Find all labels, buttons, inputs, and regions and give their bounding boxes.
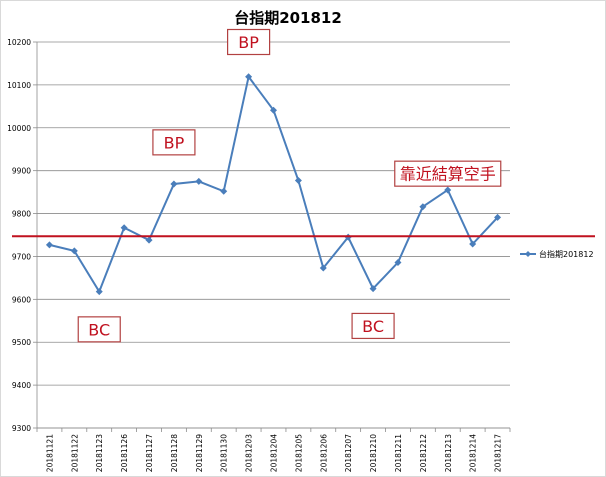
x-tick-label: 20181211	[394, 434, 403, 472]
x-tick-label: 20181207	[344, 434, 353, 472]
x-tick-label: 20181214	[469, 434, 478, 472]
y-tick-label: 10100	[7, 81, 31, 90]
y-tick-label: 9500	[12, 338, 31, 347]
data-point	[245, 73, 253, 81]
y-tick-label: 9900	[12, 167, 31, 176]
annotations: BP BP BC BC 靠近結算空手	[77, 28, 502, 343]
legend-label: 台指期201812	[539, 249, 594, 259]
x-axis-ticks: 20181121 20181122 20181123 20181126 20181127…	[45, 434, 502, 472]
data-point	[394, 258, 402, 266]
data-point	[70, 247, 78, 255]
y-tick-label: 10000	[7, 124, 31, 133]
legend: 台指期201812	[520, 249, 594, 259]
x-tick-label: 20181126	[120, 434, 129, 472]
y-tick-label: 9300	[12, 424, 31, 433]
data-point	[145, 236, 153, 244]
data-point	[469, 240, 477, 248]
y-tick-label: 9700	[12, 252, 31, 261]
legend-marker	[525, 251, 531, 257]
annotation-box	[77, 316, 121, 343]
x-tick-label: 20181203	[245, 434, 254, 472]
data-point	[270, 106, 277, 114]
annotation-label: 靠近結算空手	[400, 165, 496, 184]
data-point	[444, 186, 452, 194]
data-point	[195, 177, 203, 185]
data-point	[95, 288, 103, 296]
x-tick-label: 20181210	[369, 434, 378, 472]
x-tick-label: 20181206	[319, 434, 328, 472]
axes	[33, 41, 511, 432]
x-tick-label: 20181204	[270, 434, 279, 472]
y-tick-label: 9600	[12, 295, 31, 304]
x-tick-label: 20181121	[45, 434, 54, 472]
data-point	[494, 213, 502, 221]
data-point	[45, 241, 53, 249]
x-tick-label: 20181129	[195, 434, 204, 472]
data-point	[294, 177, 302, 185]
x-tick-label: 20181122	[70, 434, 79, 472]
gridlines	[37, 41, 510, 429]
annotation-label: BC	[362, 317, 384, 336]
data-point	[319, 264, 327, 272]
y-tick-label: 9800	[12, 210, 31, 219]
y-axis-ticks: 9300 9400 9500 9600 9700 9800 9900 10000 10100 10…	[7, 38, 31, 433]
annotation-box	[394, 160, 502, 187]
y-tick-label: 10200	[7, 38, 31, 47]
x-tick-label: 20181213	[444, 434, 453, 472]
x-tick-label: 20181123	[95, 434, 104, 472]
x-tick-label: 20181205	[294, 434, 303, 472]
x-tick-label: 20181212	[419, 434, 428, 472]
annotation-box	[351, 312, 395, 340]
x-tick-label: 20181217	[494, 434, 503, 472]
annotation-box	[152, 129, 196, 156]
chart-title: 台指期201812	[234, 9, 342, 27]
annotation-label: BP	[238, 33, 259, 52]
data-point	[120, 224, 128, 232]
annotation-label: BP	[164, 133, 185, 152]
annotation-box	[227, 28, 271, 56]
x-tick-label: 20181130	[220, 434, 229, 472]
data-point	[220, 187, 228, 195]
data-point	[369, 285, 377, 293]
data-point	[419, 203, 427, 211]
x-tick-label: 20181128	[170, 434, 179, 472]
data-point	[170, 180, 178, 188]
y-tick-label: 9400	[12, 381, 31, 390]
annotation-label: BC	[88, 320, 110, 339]
x-tick-label: 20181127	[145, 434, 154, 472]
